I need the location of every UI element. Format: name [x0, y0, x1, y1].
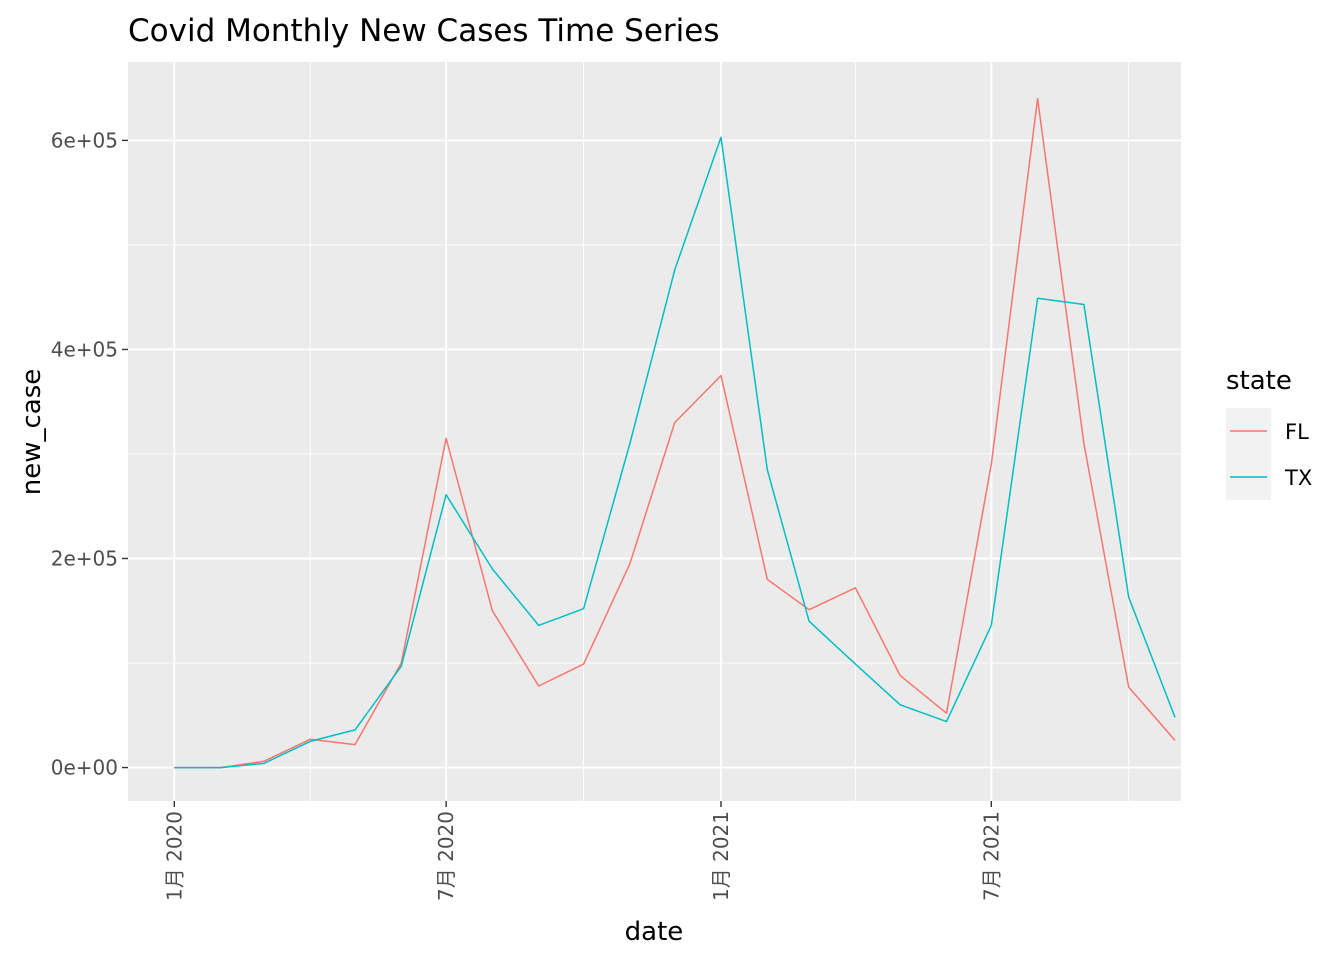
series-lines	[174, 97, 1176, 769]
plot-panel	[128, 62, 1181, 801]
x-tick-label: 1月 2020	[162, 811, 186, 901]
y-tick-label: 0e+00	[51, 756, 118, 780]
x-tick-label: 7月 2021	[979, 811, 1003, 901]
y-tick-label: 6e+05	[51, 128, 118, 152]
legend-title: state	[1226, 366, 1292, 396]
legend-items: FL TX	[1226, 408, 1312, 500]
chart-title: Covid Monthly New Cases Time Series	[128, 13, 719, 49]
series-line-tx	[174, 136, 1176, 769]
y-axis-title: new_case	[17, 369, 47, 496]
series-line-fl	[174, 97, 1176, 769]
y-tick-label: 2e+05	[51, 546, 118, 570]
panel-background	[128, 62, 1181, 801]
legend-label-fl: FL	[1285, 420, 1309, 444]
x-tick-label: 1月 2021	[709, 811, 733, 901]
x-axis-title: date	[625, 917, 684, 947]
legend-label-tx: TX	[1284, 466, 1312, 490]
x-tick-label: 7月 2020	[434, 811, 458, 901]
x-axis: 1月 2020 7月 2020 1月 2021 7月 2021	[162, 801, 1003, 901]
minor-gridlines	[128, 62, 1181, 801]
legend: state FL TX	[1226, 366, 1312, 500]
y-axis: 0e+00 2e+05 4e+05 6e+05	[51, 128, 128, 780]
y-tick-label: 4e+05	[51, 337, 118, 361]
